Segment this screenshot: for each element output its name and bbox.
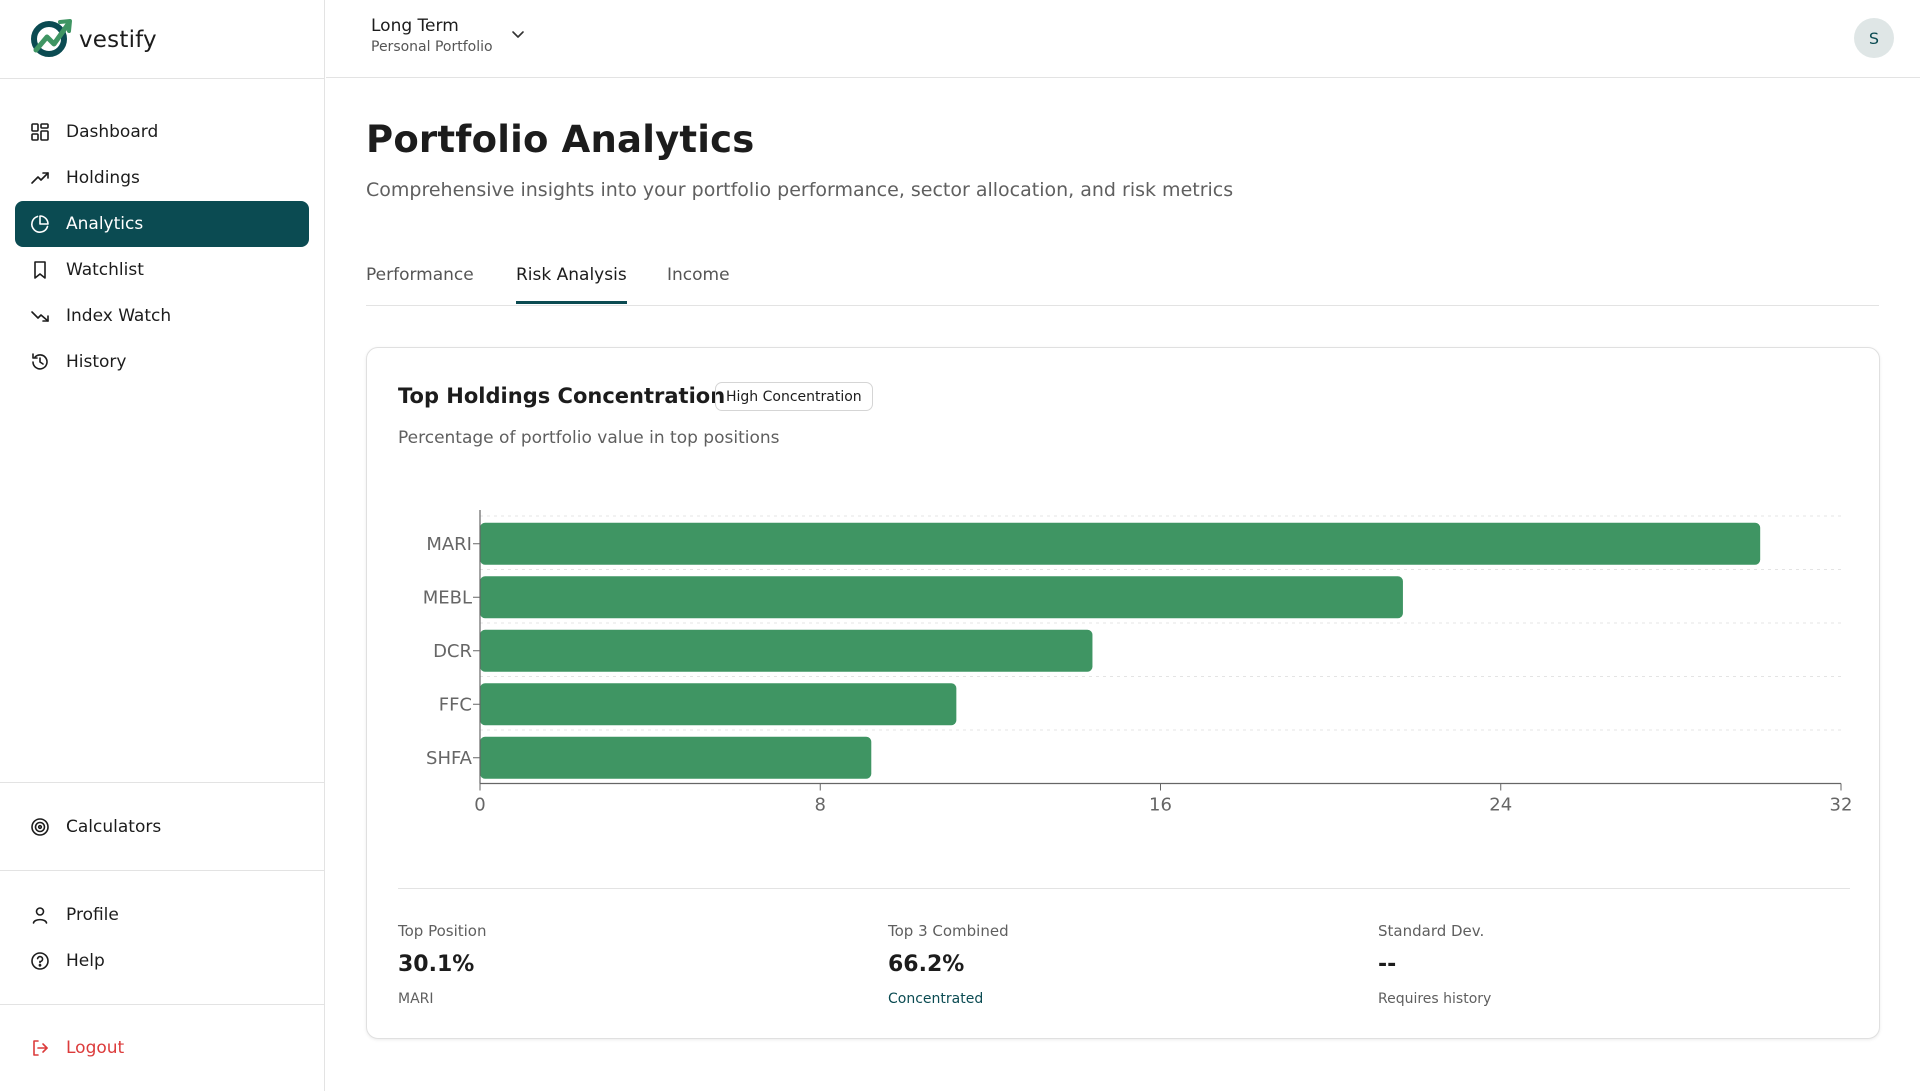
portfolio-selector[interactable]: Long Term Personal Portfolio [371, 16, 525, 55]
sidebar-item-history[interactable]: History [15, 339, 309, 385]
stat-note: Requires history [1378, 991, 1492, 1007]
bar-shfa [480, 736, 872, 779]
history-icon [30, 352, 50, 372]
card-divider [398, 888, 1850, 889]
stat-value: -- [1378, 952, 1397, 977]
y-tick-label: MEBL [423, 587, 472, 608]
brand-name: vestify [79, 27, 157, 53]
stat-note: Concentrated [888, 991, 984, 1007]
dashboard-icon [30, 122, 50, 142]
logout-icon [30, 1038, 50, 1058]
help-circle-icon [30, 951, 50, 971]
bar-mebl [480, 576, 1403, 619]
sidebar-item-index-watch[interactable]: Index Watch [15, 293, 309, 339]
card-title: Top Holdings Concentration [398, 384, 726, 408]
sidebar-item-label: Calculators [66, 817, 162, 837]
sidebar-item-profile[interactable]: Profile [15, 892, 309, 938]
chevron-down-icon [511, 26, 525, 45]
sidebar-item-label: Dashboard [66, 122, 159, 142]
sidebar-item-label: Analytics [66, 214, 144, 234]
sidebar-item-label: History [66, 352, 127, 372]
y-tick-label: FFC [439, 694, 472, 715]
sidebar-item-help[interactable]: Help [15, 938, 309, 984]
x-tick-label: 0 [474, 795, 485, 816]
stat-standard-dev: Standard Dev. -- Requires history [1378, 922, 1491, 1007]
sidebar-item-label: Help [66, 951, 105, 971]
x-tick-label: 16 [1149, 795, 1172, 816]
sidebar-item-holdings[interactable]: Holdings [15, 155, 309, 201]
bookmark-icon [30, 260, 50, 280]
status-badge: High Concentration [715, 382, 873, 411]
page-title: Portfolio Analytics [366, 118, 755, 161]
x-tick-label: 32 [1830, 795, 1853, 816]
stat-top-3-combined: Top 3 Combined 66.2% Concentrated [888, 922, 1009, 1007]
sidebar-item-label: Watchlist [66, 260, 144, 280]
user-icon [30, 905, 50, 925]
bar-mari [480, 522, 1761, 565]
analytics-tabs: Performance Risk Analysis Income [366, 260, 1879, 306]
brand-logo[interactable]: vestify [29, 17, 157, 63]
portfolio-type: Personal Portfolio [371, 39, 493, 55]
stat-note: MARI [398, 991, 434, 1007]
sidebar-divider [0, 1004, 325, 1005]
stat-top-position: Top Position 30.1% MARI [398, 922, 486, 1007]
bar-ffc [480, 683, 957, 726]
card-description: Percentage of portfolio value in top pos… [398, 428, 780, 448]
target-icon [30, 817, 50, 837]
tab-risk-analysis[interactable]: Risk Analysis [516, 265, 627, 304]
stat-label: Standard Dev. [1378, 922, 1485, 940]
tab-income[interactable]: Income [667, 265, 730, 285]
sidebar-item-label: Index Watch [66, 306, 172, 326]
page-subtitle: Comprehensive insights into your portfol… [366, 179, 1234, 201]
tab-performance[interactable]: Performance [366, 265, 474, 285]
portfolio-info: Long Term Personal Portfolio [371, 16, 493, 55]
x-tick-label: 24 [1489, 795, 1512, 816]
stat-value: 30.1% [398, 952, 475, 977]
logout-button[interactable]: Logout [15, 1025, 309, 1071]
sidebar-divider [0, 782, 325, 783]
x-tick-label: 8 [815, 795, 826, 816]
stat-label: Top Position [398, 922, 487, 940]
sidebar-item-calculators[interactable]: Calculators [15, 804, 309, 850]
sidebar-item-dashboard[interactable]: Dashboard [15, 109, 309, 155]
trending-down-icon [30, 306, 50, 326]
avatar[interactable]: S [1854, 18, 1894, 58]
vestify-logo-icon [29, 17, 73, 63]
sidebar-item-label: Profile [66, 905, 119, 925]
top-bar: Long Term Personal Portfolio S [326, 0, 1920, 78]
concentration-card: Top Holdings Concentration High Concentr… [366, 347, 1880, 1039]
bar-dcr [480, 629, 1093, 672]
trending-up-icon [30, 168, 50, 188]
stat-value: 66.2% [888, 952, 965, 977]
portfolio-name: Long Term [371, 16, 459, 36]
sidebar: vestify Dashboard Holdings Analytics Wat… [0, 0, 325, 1091]
sidebar-item-label: Holdings [66, 168, 140, 188]
pie-chart-icon [30, 214, 50, 234]
y-tick-label: DCR [433, 641, 472, 662]
stat-label: Top 3 Combined [888, 922, 1009, 940]
sidebar-item-analytics[interactable]: Analytics [15, 201, 309, 247]
sidebar-divider [0, 78, 325, 79]
sidebar-divider [0, 870, 325, 871]
concentration-bar-chart: MARI MEBL DCR FFC SHFA 0 8 16 24 32 [423, 510, 1853, 816]
logout-label: Logout [66, 1038, 125, 1058]
y-tick-label: MARI [426, 534, 472, 555]
y-tick-label: SHFA [426, 748, 473, 769]
sidebar-item-watchlist[interactable]: Watchlist [15, 247, 309, 293]
